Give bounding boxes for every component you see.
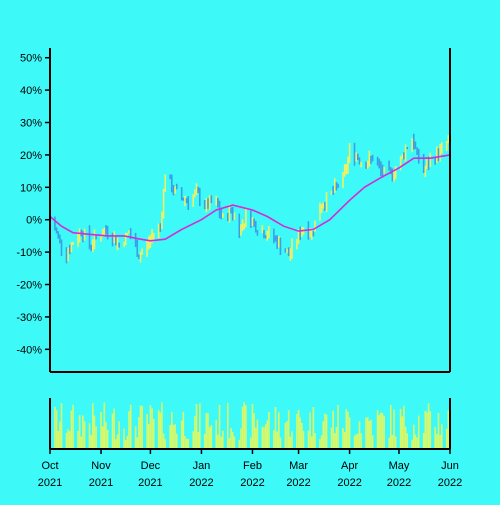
y-tick-label: 0% <box>26 215 42 227</box>
x-tick-month: Oct <box>41 460 58 472</box>
x-tick-year: 2021 <box>138 477 162 489</box>
y-tick-label: -30% <box>16 312 42 324</box>
x-tick-year: 2022 <box>438 477 462 489</box>
y-tick-label: 30% <box>20 118 42 130</box>
x-tick-month: May <box>389 460 410 472</box>
x-tick-year: 2021 <box>89 477 113 489</box>
volume-panel <box>49 398 451 450</box>
volume-bars <box>49 402 451 448</box>
price-panel: 50% 40% 30% 20% 10% 0% -10% -20% -30% -40% <box>16 48 451 373</box>
x-tick-month: Jun <box>441 460 459 472</box>
x-tick-month: Mar <box>289 460 308 472</box>
y-tick-label: 10% <box>20 182 42 194</box>
x-tick-year: 2022 <box>240 477 264 489</box>
price-bars <box>49 131 451 264</box>
y-tick-label: 40% <box>20 85 42 97</box>
x-tick-year: 2021 <box>38 477 62 489</box>
x-tick-month: Jan <box>193 460 211 472</box>
x-tick-month: Apr <box>341 460 358 472</box>
x-tick-year: 2022 <box>286 477 310 489</box>
x-tick-month: Dec <box>141 460 161 472</box>
x-tick-month: Nov <box>91 460 111 472</box>
x-tick-year: 2022 <box>387 477 411 489</box>
x-axis-ticks: Oct 2021 Nov 2021 Dec 2021 Jan 2022 Feb 2022 Mar 20… <box>38 449 462 489</box>
moving-average-line <box>49 154 451 242</box>
x-tick-month: Feb <box>243 460 262 472</box>
x-tick-year: 2022 <box>189 477 213 489</box>
y-tick-label: -10% <box>16 247 42 259</box>
y-tick-label: 20% <box>20 150 42 162</box>
y-tick-label: 50% <box>20 53 42 65</box>
y-tick-label: -20% <box>16 280 42 292</box>
y-tick-label: -40% <box>16 344 42 356</box>
y-axis-ticks: 50% 40% 30% 20% 10% 0% -10% -20% -30% -40% <box>16 53 50 356</box>
x-tick-year: 2022 <box>337 477 361 489</box>
